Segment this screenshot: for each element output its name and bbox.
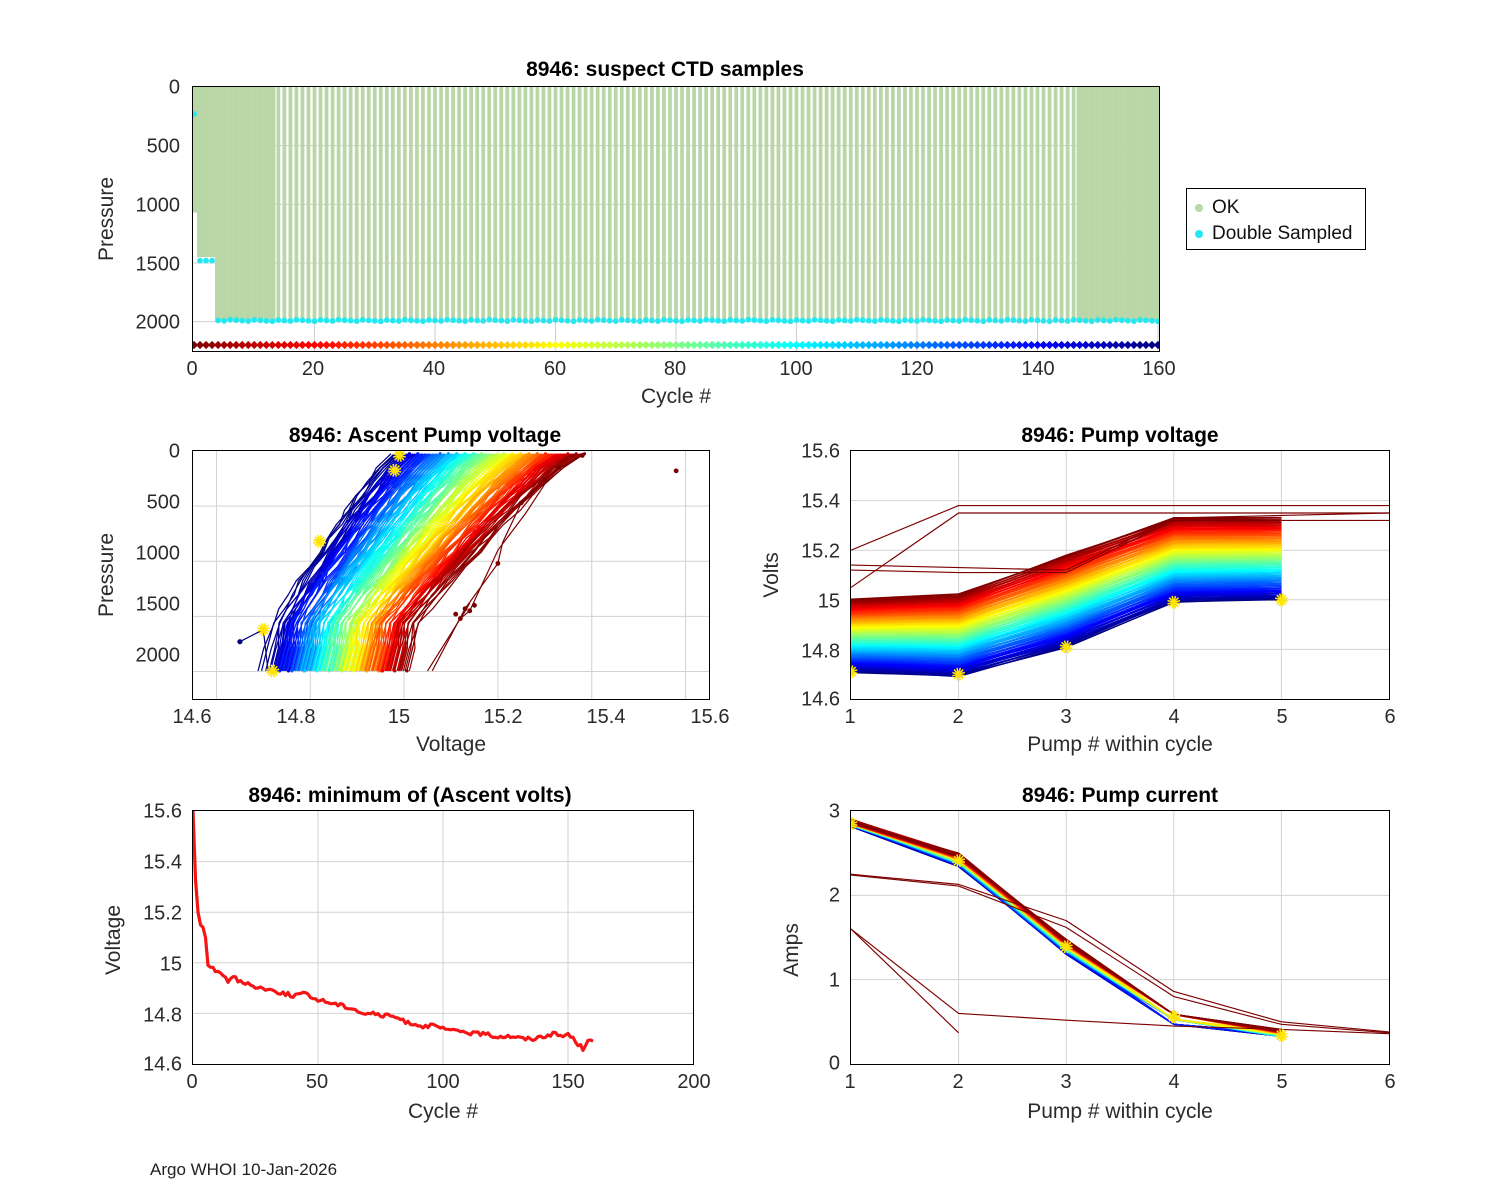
pumpvolt-xtick-4: 4: [1168, 706, 1180, 728]
minvolt-xtick-100: 100: [426, 1071, 460, 1093]
panel-title-minvolt: 8946: minimum of (Ascent volts): [248, 784, 572, 807]
ctd-xtick-80: 80: [663, 358, 687, 380]
ascent-xtick-152: 15.2: [483, 706, 523, 728]
pumpvolt-xaxis-label: Pump # within cycle: [1027, 733, 1213, 756]
ctd-xtick-160: 160: [1142, 358, 1176, 380]
pumpcurrent-xaxis-label: Pump # within cycle: [1027, 1100, 1213, 1123]
minvolt-xaxis-label: Cycle #: [407, 1100, 479, 1123]
legend-label-ok: OK: [1212, 197, 1240, 218]
panel-title-ascent: 8946: Ascent Pump voltage: [288, 424, 562, 447]
ctd-ytick-1500: 1500: [135, 253, 181, 276]
panel-pump-current: 8946: Pump current 3 2 1 0 1 2 3 4 5 6 P…: [740, 760, 1500, 1200]
ascent-ytick-500: 500: [146, 491, 180, 514]
ctd-xaxis-label: Cycle #: [640, 385, 712, 408]
ctd-xtick-40: 40: [422, 358, 446, 380]
plot-area-min-volts: [192, 810, 694, 1065]
pumpcurrent-xtick-6: 6: [1384, 1071, 1396, 1093]
minvolt-ytick-15: 15: [159, 953, 182, 976]
minvolt-xtick-200: 200: [677, 1071, 711, 1093]
pumpvolt-xtick-5: 5: [1276, 706, 1288, 728]
legend-marker-double-sampled: [1195, 230, 1203, 238]
pumpcurrent-ytick-1: 1: [828, 969, 840, 992]
panel-title-ctd: 8946: suspect CTD samples: [526, 58, 804, 81]
pumpvolt-xtick-2: 2: [952, 706, 964, 728]
figure-footer: Argo WHOI 10-Jan-2026: [150, 1160, 338, 1179]
legend-ctd: OK Double Sampled: [1186, 188, 1366, 250]
pumpvolt-ytick-152: 15.2: [801, 540, 840, 563]
pumpvolt-ytick-148: 14.8: [801, 640, 840, 663]
panel-title-pumpvolt: 8946: Pump voltage: [1021, 424, 1219, 447]
pumpvolt-xtick-6: 6: [1384, 706, 1396, 728]
legend-label-double-sampled: Double Sampled: [1212, 223, 1353, 244]
minvolt-ytick-152: 15.2: [143, 902, 182, 925]
minvolt-ytick-154: 15.4: [143, 851, 182, 874]
pumpcurrent-xtick-3: 3: [1060, 1071, 1072, 1093]
minvolt-xtick-0: 0: [186, 1071, 198, 1093]
pumpcurrent-xtick-2: 2: [952, 1071, 964, 1093]
ascent-xtick-154: 15.4: [586, 706, 626, 728]
ascent-ytick-2000: 2000: [135, 644, 181, 667]
pumpvolt-ytick-15: 15: [817, 590, 840, 613]
ctd-xtick-20: 20: [301, 358, 325, 380]
ctd-ytick-1000: 1000: [135, 194, 181, 217]
pumpcurrent-ytick-3: 3: [828, 800, 840, 823]
ctd-ytick-0: 0: [168, 76, 180, 99]
minvolt-xtick-150: 150: [551, 1071, 585, 1093]
panel-ascent-pump-voltage: 8946: Ascent Pump voltage 0 500 1000 150…: [0, 0, 760, 770]
pumpcurrent-xtick-4: 4: [1168, 1071, 1180, 1093]
ctd-xtick-100: 100: [779, 358, 813, 380]
minvolt-ytick-146: 14.6: [143, 1053, 182, 1076]
panel-title-pumpcurrent: 8946: Pump current: [1021, 784, 1219, 807]
ascent-ytick-1500: 1500: [135, 593, 181, 616]
ctd-ytick-500: 500: [146, 135, 180, 158]
pumpvolt-ytick-154: 15.4: [801, 490, 840, 513]
pumpcurrent-xtick-1: 1: [844, 1071, 856, 1093]
panel-pump-voltage: 8946: Pump voltage 15.6 15.4 15.2 15 14.…: [740, 0, 1500, 770]
panel-minimum-ascent-volts: 8946: minimum of (Ascent volts) 15.6 15.…: [0, 760, 760, 1200]
ascent-xtick-146: 14.6: [172, 706, 212, 728]
plot-area-ctd: [192, 86, 1160, 352]
ascent-ytick-1000: 1000: [135, 542, 181, 565]
legend-marker-ok: [1195, 204, 1203, 212]
plot-area-ascent: [192, 450, 710, 700]
ascent-xtick-156: 15.6: [690, 706, 730, 728]
pumpvolt-ytick-156: 15.6: [801, 440, 840, 463]
pumpcurrent-ytick-2: 2: [828, 884, 840, 907]
ctd-xtick-60: 60: [543, 358, 567, 380]
pumpcurrent-xtick-5: 5: [1276, 1071, 1288, 1093]
minvolt-ytick-148: 14.8: [143, 1004, 182, 1027]
ctd-xtick-140: 140: [1021, 358, 1055, 380]
pumpvolt-xtick-1: 1: [844, 706, 856, 728]
pumpvolt-yaxis-label: Volts: [760, 552, 783, 598]
ctd-xtick-120: 120: [900, 358, 934, 380]
ctd-ytick-2000: 2000: [135, 311, 181, 334]
ascent-yaxis-label: Pressure: [95, 532, 118, 618]
minvolt-xtick-50: 50: [305, 1071, 329, 1093]
pumpcurrent-ytick-0: 0: [828, 1052, 840, 1075]
legend-item-ok: OK: [1195, 195, 1355, 221]
plot-area-pump-voltage: [850, 450, 1390, 700]
ascent-xaxis-label: Voltage: [415, 733, 487, 756]
ascent-xtick-148: 14.8: [276, 706, 316, 728]
ctd-xtick-0: 0: [186, 358, 198, 380]
pumpcurrent-yaxis-label: Amps: [780, 923, 803, 977]
pumpvolt-xtick-3: 3: [1060, 706, 1072, 728]
panel-suspect-ctd-samples: 8946: suspect CTD samples 0 500 1000 150…: [0, 0, 1500, 408]
plot-area-pump-current: [850, 810, 1390, 1065]
pumpvolt-ytick-146: 14.6: [801, 688, 840, 711]
minvolt-ytick-156: 15.6: [143, 800, 182, 823]
ascent-ytick-0: 0: [168, 440, 180, 463]
legend-item-double-sampled: Double Sampled: [1195, 221, 1355, 247]
minvolt-yaxis-label: Voltage: [102, 904, 125, 976]
ascent-xtick-15: 15: [387, 706, 411, 728]
